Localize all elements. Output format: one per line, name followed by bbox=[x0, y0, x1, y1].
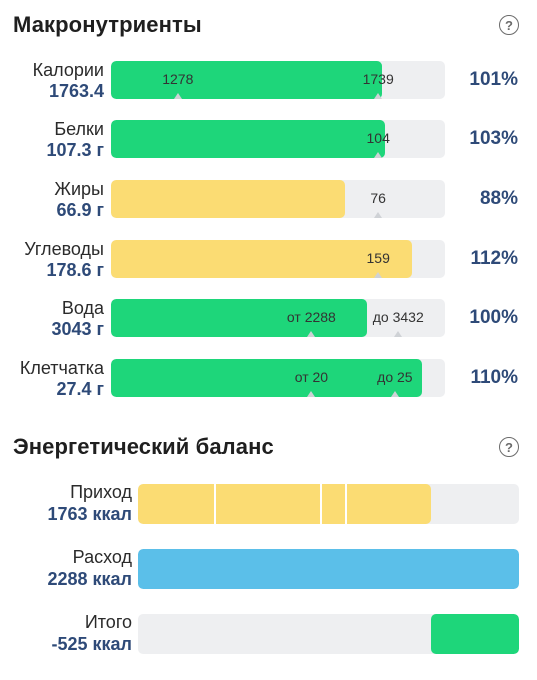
marker-tick bbox=[307, 391, 316, 397]
energy-name: Итого bbox=[84, 612, 132, 632]
macro-progress-fill bbox=[111, 299, 367, 337]
macro-value: 66.9 г bbox=[56, 200, 104, 220]
meal-divider bbox=[345, 484, 347, 524]
energy-bar-track bbox=[138, 549, 519, 589]
macro-value: 3043 г bbox=[51, 319, 104, 339]
macro-progress-fill bbox=[111, 61, 382, 99]
marker-tick bbox=[394, 331, 403, 337]
macro-row-protein[interactable]: Белки 107.3 г 104 103% bbox=[0, 119, 537, 179]
energy-help-icon[interactable]: ? bbox=[499, 437, 519, 457]
macro-value: 1763.4 bbox=[48, 81, 104, 101]
macro-progress-fill bbox=[111, 240, 412, 278]
energy-bar-fill bbox=[138, 484, 432, 524]
marker-label: от 20 bbox=[294, 369, 329, 385]
macro-name: Белки bbox=[54, 119, 104, 139]
macro-row-water[interactable]: Вода 3043 г от 2288 до 3432 100% bbox=[0, 298, 537, 358]
energy-value: 1763 ккал bbox=[47, 504, 132, 524]
macro-value: 107.3 г bbox=[46, 140, 104, 160]
energy-bar-track bbox=[138, 614, 519, 654]
macro-value: 178.6 г bbox=[46, 260, 104, 280]
macro-row-fiber[interactable]: Клетчатка 27.4 г от 20 до 25 110% bbox=[0, 358, 537, 418]
macro-name: Клетчатка bbox=[19, 358, 104, 378]
macro-percent: 103% bbox=[469, 128, 518, 149]
macro-progress-fill bbox=[111, 359, 422, 397]
marker-label: 1739 bbox=[362, 71, 394, 87]
marker-label: до 25 bbox=[377, 369, 413, 385]
marker-tick bbox=[307, 331, 316, 337]
macro-row-calories[interactable]: Калории 1763.4 1278 1739 101% bbox=[0, 60, 537, 120]
energy-bar-fill bbox=[138, 549, 519, 589]
macro-name: Калории bbox=[32, 60, 104, 80]
macro-progress-track: 1278 1739 bbox=[111, 61, 445, 99]
marker-tick bbox=[173, 93, 182, 99]
macro-percent: 88% bbox=[479, 188, 518, 209]
energy-value: -525 ккал bbox=[51, 634, 133, 654]
macro-progress-track: 104 bbox=[111, 120, 445, 158]
energy-value: 2288 ккал bbox=[47, 569, 132, 589]
marker-tick bbox=[390, 391, 399, 397]
macro-progress-track: 159 bbox=[111, 240, 445, 278]
marker-label: 1278 bbox=[162, 71, 194, 87]
energy-row-intake[interactable]: Приход 1763 ккал bbox=[0, 482, 537, 544]
marker-label: 104 bbox=[366, 130, 390, 146]
marker-label: 159 bbox=[366, 250, 390, 266]
macro-name: Жиры bbox=[54, 179, 104, 199]
meal-divider bbox=[320, 484, 322, 524]
macro-name: Вода bbox=[61, 298, 104, 318]
macro-percent: 100% bbox=[469, 307, 518, 328]
energy-row-expense[interactable]: Расход 2288 ккал bbox=[0, 547, 537, 609]
energy-name: Расход bbox=[72, 547, 132, 567]
energy-title: Энергетический баланс bbox=[13, 434, 274, 459]
marker-label: до 3432 bbox=[372, 309, 424, 325]
energy-name: Приход bbox=[70, 482, 132, 502]
macro-percent: 101% bbox=[469, 69, 518, 90]
macro-progress-fill bbox=[111, 180, 345, 218]
macro-value: 27.4 г bbox=[56, 379, 104, 399]
macro-name: Углеводы bbox=[24, 239, 104, 259]
marker-tick bbox=[374, 272, 383, 278]
energy-row-total[interactable]: Итого -525 ккал bbox=[0, 612, 537, 674]
macro-progress-track: от 2288 до 3432 bbox=[111, 299, 445, 337]
macro-percent: 110% bbox=[470, 367, 518, 388]
macros-help-icon[interactable]: ? bbox=[499, 15, 519, 35]
energy-bar-track bbox=[138, 484, 519, 524]
macro-row-carbs[interactable]: Углеводы 178.6 г 159 112% bbox=[0, 239, 537, 299]
meal-divider bbox=[214, 484, 216, 524]
marker-tick bbox=[374, 93, 383, 99]
macro-progress-track: от 20 до 25 bbox=[111, 359, 445, 397]
macro-percent: 112% bbox=[470, 248, 518, 269]
marker-label: 76 bbox=[370, 190, 386, 206]
energy-bar-fill bbox=[431, 614, 519, 654]
macro-row-fat[interactable]: Жиры 66.9 г 76 88% bbox=[0, 179, 537, 239]
marker-label: от 2288 bbox=[286, 309, 336, 325]
macro-progress-fill bbox=[111, 120, 385, 158]
macros-title: Макронутриенты bbox=[13, 12, 202, 37]
marker-tick bbox=[374, 152, 383, 158]
macro-progress-track: 76 bbox=[111, 180, 445, 218]
marker-tick bbox=[374, 212, 383, 218]
